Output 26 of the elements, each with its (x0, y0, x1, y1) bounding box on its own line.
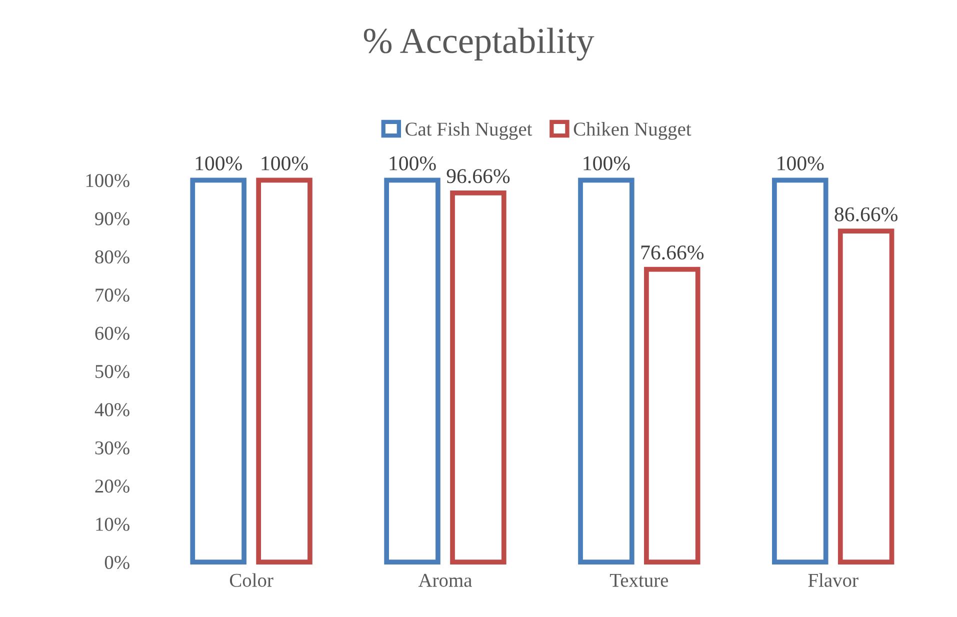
y-tick-label: 60% (95, 326, 130, 340)
x-tick-label: Color (230, 573, 274, 587)
x-tick-label: Aroma (418, 574, 472, 587)
y-tick-label: 0% (104, 556, 130, 570)
data-label: 96.66% (446, 169, 510, 184)
y-tick-label: 30% (95, 441, 130, 455)
x-tick-label: Texture (610, 574, 668, 587)
data-label: 100% (778, 156, 824, 170)
legend-label: Cat Fish Nugget (406, 122, 532, 140)
data-label: 86.66% (834, 207, 898, 222)
y-tick-label: 90% (95, 212, 130, 226)
data-label: 76.66% (641, 245, 704, 260)
y-tick-label: 10% (96, 518, 130, 531)
data-label: 100% (262, 156, 308, 170)
y-tick-label: 40% (94, 403, 130, 416)
y-tick-label: 100% (86, 174, 130, 188)
chart-title: % Acceptability (364, 28, 594, 61)
data-label: 100% (390, 156, 436, 170)
y-tick-label: 70% (96, 288, 130, 302)
x-tick-label: Flavor (808, 573, 858, 587)
y-tick-label: 20% (95, 480, 130, 493)
y-tick-label: 50% (96, 364, 130, 378)
data-label: 100% (196, 156, 242, 170)
legend-label: Chiken Nugget (574, 122, 692, 140)
data-label: 100% (584, 156, 630, 170)
y-tick-label: 80% (95, 250, 130, 264)
